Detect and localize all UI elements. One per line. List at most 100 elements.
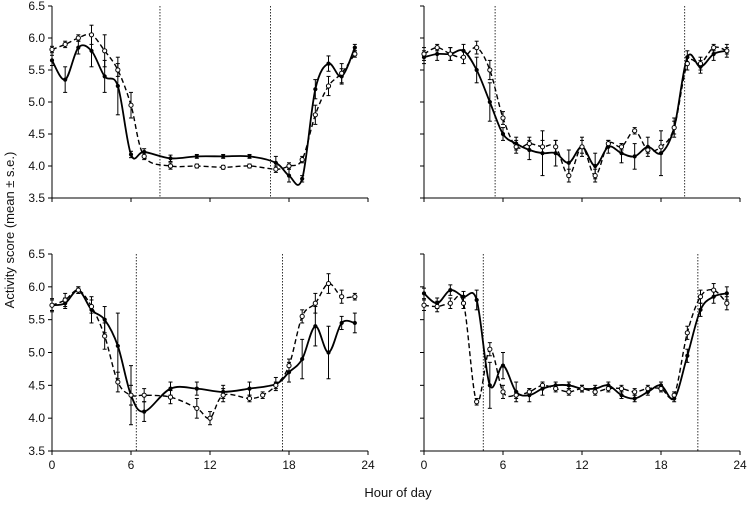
data-point <box>448 288 453 293</box>
data-point <box>658 386 664 392</box>
x-tick-label: 6 <box>500 458 507 472</box>
data-point <box>273 166 279 172</box>
data-point <box>326 350 331 355</box>
series-solid <box>49 286 357 426</box>
data-point <box>220 164 226 170</box>
y-tick-label: 6.0 <box>28 280 45 294</box>
series-line <box>51 44 356 186</box>
data-point <box>246 395 253 402</box>
data-point <box>539 382 546 388</box>
data-point <box>500 363 506 368</box>
data-point <box>194 163 200 169</box>
data-point <box>658 144 664 150</box>
data-point <box>592 173 598 179</box>
data-point <box>500 389 506 395</box>
x-tick-label: 24 <box>733 458 747 472</box>
data-point <box>684 61 690 67</box>
series-line <box>51 33 356 170</box>
data-point <box>618 144 625 150</box>
series-dashed <box>421 283 730 406</box>
data-point <box>128 152 134 157</box>
data-point <box>313 324 318 329</box>
data-point <box>566 173 572 179</box>
data-point <box>115 343 120 349</box>
data-point <box>194 154 199 159</box>
y-tick-label: 4.0 <box>28 159 45 173</box>
data-point <box>500 115 506 121</box>
x-tick-label: 12 <box>575 458 589 472</box>
data-point <box>526 389 532 395</box>
data-point <box>460 54 467 60</box>
data-point <box>566 383 571 388</box>
data-point <box>286 163 292 169</box>
data-point <box>724 48 730 54</box>
data-point <box>128 102 134 108</box>
data-point <box>474 45 480 51</box>
data-point <box>89 48 94 53</box>
data-point <box>474 399 480 405</box>
data-point <box>605 386 611 392</box>
data-point <box>299 313 305 319</box>
series-line <box>423 288 728 403</box>
data-point <box>645 147 651 153</box>
data-point <box>299 157 305 163</box>
x-tick-label: 12 <box>203 458 217 472</box>
y-tick-label: 4.5 <box>28 378 45 392</box>
data-point <box>421 302 427 308</box>
data-point <box>698 307 703 312</box>
data-point <box>513 144 519 150</box>
y-axis-title: Activity score (mean ± s.e.) <box>2 152 17 309</box>
data-point <box>286 363 292 369</box>
data-point <box>553 386 559 392</box>
data-point <box>168 156 173 161</box>
data-point <box>102 333 108 339</box>
data-point <box>63 77 68 82</box>
data-point <box>62 297 68 303</box>
data-point <box>671 392 677 398</box>
data-point <box>115 83 120 89</box>
data-point <box>115 379 121 385</box>
data-point <box>474 67 479 73</box>
data-point <box>194 405 200 411</box>
data-point <box>194 386 199 391</box>
data-point <box>352 320 357 326</box>
data-point <box>697 294 704 300</box>
data-point <box>247 386 252 391</box>
data-point <box>526 141 532 147</box>
data-point <box>632 128 638 134</box>
data-point <box>671 125 677 131</box>
series-solid <box>49 34 357 186</box>
data-point <box>724 291 729 296</box>
series-line <box>51 282 355 420</box>
data-point <box>619 393 624 398</box>
data-point <box>487 67 493 73</box>
series-line <box>51 289 356 413</box>
data-point <box>435 51 440 57</box>
data-point <box>618 386 625 392</box>
panel-top-right <box>420 5 741 202</box>
y-tick-label: 4.5 <box>28 127 45 141</box>
data-point <box>685 353 690 358</box>
panel-top-left: 3.5 4.0 4.5 5.0 5.5 6.0 6.5 <box>28 0 369 205</box>
data-point <box>339 320 344 326</box>
data-point <box>128 392 134 398</box>
series-solid <box>421 284 729 409</box>
x-tick-label: 6 <box>128 458 135 472</box>
data-point <box>474 297 479 303</box>
data-point <box>246 163 253 169</box>
data-point <box>487 346 493 352</box>
y-tick-label: 4.0 <box>28 411 45 425</box>
y-tick-label: 5.5 <box>28 63 45 77</box>
x-tick-label: 0 <box>49 458 56 472</box>
y-tick-label: 6.5 <box>28 247 45 261</box>
data-point <box>619 151 624 156</box>
data-point <box>421 291 427 296</box>
data-point <box>102 74 107 79</box>
data-point <box>711 51 716 57</box>
data-point <box>352 45 357 50</box>
data-point <box>447 51 453 57</box>
data-point <box>487 383 492 388</box>
data-point <box>207 415 213 421</box>
series-dashed <box>421 40 730 183</box>
